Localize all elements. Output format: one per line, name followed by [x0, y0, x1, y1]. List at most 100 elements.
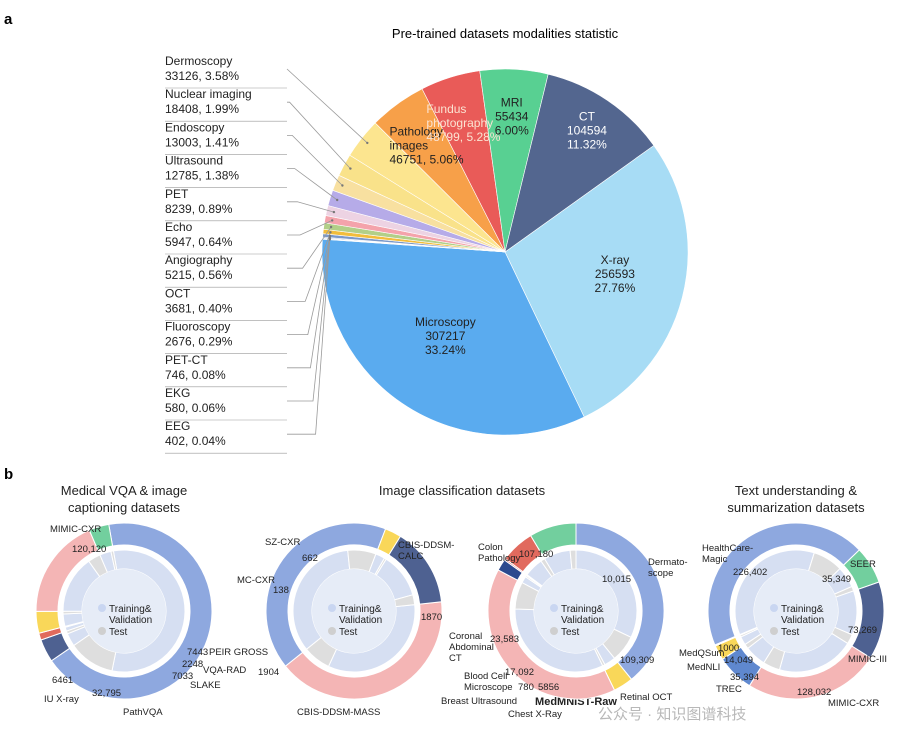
pie-label-pet: PET — [165, 187, 189, 201]
pie-leader-dot — [349, 167, 352, 170]
pie-label-mri: 6.00% — [495, 124, 529, 138]
donut-gap — [730, 545, 862, 677]
pie-label-ekg: EKG — [165, 386, 190, 400]
donut-label-coronal-abdominal-ct: Abdominal — [449, 642, 494, 653]
donut-label-trec: TREC — [716, 684, 742, 695]
legend-dot-train — [328, 604, 336, 612]
legend-dot-train — [770, 604, 778, 612]
pie-label-oct: OCT — [165, 286, 191, 300]
donut-label-vqa-rad: VQA-RAD — [203, 665, 246, 676]
donut-label-blood-cell-microscope: Blood Cell — [464, 671, 507, 682]
pie-value-ekg: 580, 0.06% — [165, 401, 226, 415]
pie-leader-nuclear-imaging — [287, 101, 351, 169]
donut-classification: Image classification datasets Training&Va… — [237, 483, 546, 718]
donut-title-medmnist: MedMNIST-Raw — [535, 696, 617, 708]
panel-a-letter: a — [4, 11, 13, 28]
legend-test-label: Test — [109, 627, 128, 638]
pie-leader-dot — [328, 238, 331, 241]
donut-label-slake: SLAKE — [190, 680, 221, 691]
donut-label-coronal-abdominal-ct: CT — [449, 653, 462, 664]
donut-value-mc-cxr: 138 — [273, 585, 289, 596]
pie-slice-microscopy — [321, 238, 585, 436]
donut-label-cbis-ddsm-calc: CALC — [398, 551, 423, 562]
pie-label-x-ray: 27.76% — [595, 281, 636, 295]
donut-value-cbis-ddsm-mass: 1904 — [258, 667, 279, 678]
pie-label-endoscopy: Endoscopy — [165, 120, 224, 134]
donut-value-blood-cell-microscope: 17,092 — [505, 667, 534, 678]
pie-value-oct: 3681, 0.40% — [165, 301, 233, 315]
legend-dot-test — [770, 627, 778, 635]
watermark: 公众号 · 知识图谱科技 — [598, 706, 746, 723]
donut-value-breast-ultrasound: 780 — [518, 682, 534, 693]
pie-label-ct: CT — [579, 110, 596, 124]
pie-label-dermoscopy: Dermoscopy — [165, 54, 232, 68]
legend-train-label: Training& — [109, 604, 152, 615]
pie-slices — [321, 68, 689, 436]
pie-leader-fluoroscopy — [287, 235, 331, 335]
pie-value-endoscopy: 13003, 1.41% — [165, 135, 239, 149]
pie-leader-oct — [287, 232, 331, 302]
legend-test-label: Test — [339, 627, 358, 638]
pie-value-echo: 5947, 0.64% — [165, 235, 233, 249]
donut-label-mc-cxr: MC-CXR — [237, 575, 275, 586]
pie-leader-dot — [341, 184, 344, 187]
donut-text-segment-healthcare-magic — [707, 522, 861, 646]
pie-leader-eeg — [287, 239, 331, 435]
legend-dot-train — [550, 604, 558, 612]
donut-vqa: Medical VQA & image captioning datasets Tr… — [35, 483, 268, 718]
legend-train-label: Validation — [109, 615, 152, 626]
donut-value-healthcare-magic: 226,402 — [733, 567, 767, 578]
donut-label-seer: SEER — [850, 559, 876, 570]
pie-label-pathology-images: 46751, 5.06% — [389, 152, 463, 166]
donut-value-sz-cxr: 662 — [302, 553, 318, 564]
pie-value-pet-ct: 746, 0.08% — [165, 368, 226, 382]
legend-test-label: Test — [781, 627, 800, 638]
legend-dot-test — [328, 627, 336, 635]
donut-label-retinal-oct: Retinal OCT — [620, 692, 672, 703]
pie-value-ultrasound: 12785, 1.38% — [165, 169, 239, 183]
pie-leader-dot — [329, 231, 332, 234]
donut-title-text: Text understanding & — [735, 483, 857, 498]
pie-leader-dot — [329, 225, 333, 229]
legend-dot-train — [98, 604, 106, 612]
donut-label-iu-x-ray: IU X-ray — [44, 694, 79, 705]
donut-value-trec: 35,394 — [730, 672, 759, 683]
donut-label-mimic-cxr: MIMIC-CXR — [50, 524, 101, 535]
donut-value-seer: 35,349 — [822, 574, 851, 585]
donut-label-cbis-ddsm-mass: CBIS-DDSM-MASS — [297, 707, 380, 718]
pie-title: Pre-trained datasets modalities statisti… — [392, 26, 619, 41]
donut-title-text: summarization datasets — [727, 500, 865, 515]
donut-title-vqa: Medical VQA & image — [61, 483, 187, 498]
donut-value-mimic-cxr: 120,120 — [72, 544, 106, 555]
pie-value-eeg: 402, 0.04% — [165, 434, 226, 448]
legend-train-label: Training& — [339, 604, 382, 615]
pie-leader-pet-ct — [287, 238, 331, 369]
pie-label-microscopy: 307217 — [425, 329, 465, 343]
legend-dot-test — [98, 627, 106, 635]
donut-label-cbis-ddsm-calc: CBIS-DDSM- — [398, 540, 454, 551]
pie-leader-angiography — [287, 226, 332, 269]
dataset-donut-charts: Medical VQA & image captioning datasets Tr… — [35, 483, 887, 720]
pie-label-x-ray: 256593 — [595, 267, 635, 281]
pie-leader-ultrasound — [287, 168, 338, 201]
pie-label-mri: 55434 — [495, 110, 529, 124]
pie-value-angiography: 5215, 0.56% — [165, 268, 233, 282]
pie-label-pet-ct: PET-CT — [165, 353, 208, 367]
donut-title-vqa: captioning datasets — [68, 500, 181, 515]
pie-label-ct: 104594 — [567, 124, 607, 138]
donut-value-coronal-abdominal-ct: 23,583 — [490, 634, 519, 645]
donut-label-healthcare-magic: HealthCare- — [702, 543, 753, 554]
pie-slice-x-ray — [504, 145, 689, 418]
pie-label-microscopy: Microscopy — [415, 315, 476, 329]
donut-value-vqa-rad: 2248 — [182, 659, 203, 670]
pie-label-eeg: EEG — [165, 419, 190, 433]
donut-text: Text understanding & summarization datase… — [679, 483, 887, 709]
legend-test-label: Test — [561, 627, 580, 638]
donut-value-retinal-oct: 109,309 — [620, 655, 654, 666]
pie-label-fundus-photography: 48799, 5.28% — [426, 130, 500, 144]
legend-train-label: Validation — [561, 615, 604, 626]
legend-dot-test — [550, 627, 558, 635]
